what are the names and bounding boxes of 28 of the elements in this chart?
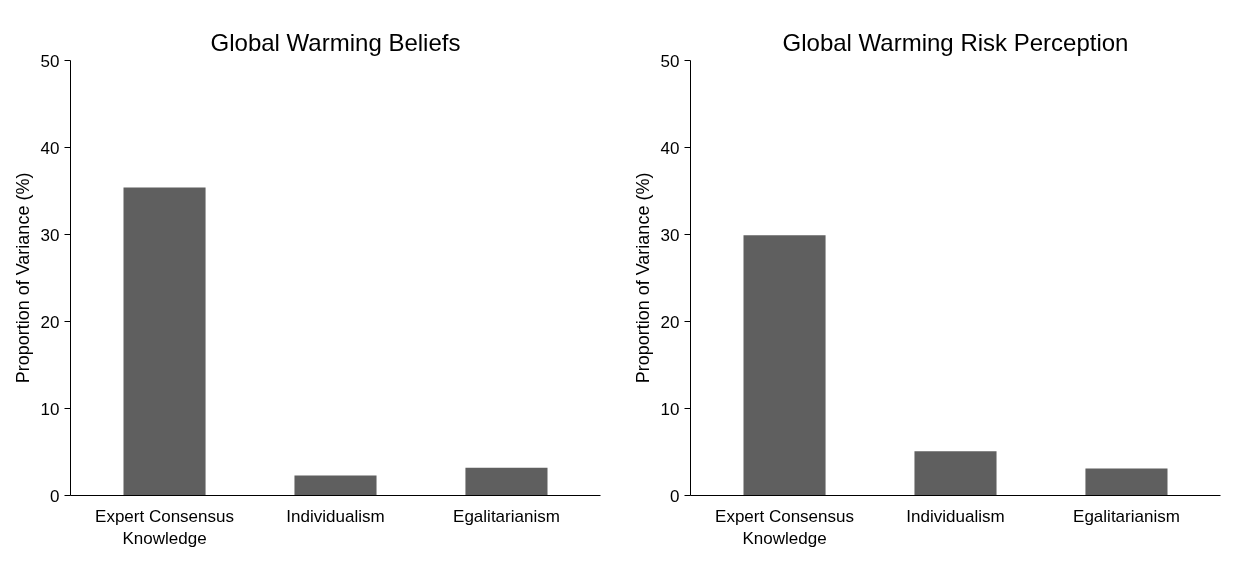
x-tick-label: Expert Consensus Knowledge xyxy=(95,506,234,549)
bar xyxy=(914,451,997,496)
y-tick-label: 0 xyxy=(670,486,680,506)
y-tick-label: 40 xyxy=(660,138,680,158)
x-tick-label: Expert Consensus Knowledge xyxy=(715,506,854,549)
x-tick-label: Egalitarianism xyxy=(453,506,560,526)
y-tick-label: 50 xyxy=(660,51,680,71)
y-tick-label: 20 xyxy=(40,312,60,332)
bar xyxy=(294,475,377,496)
y-tick-label: 10 xyxy=(660,399,680,419)
x-tick-label: Individualism xyxy=(286,506,385,526)
chart-title: Global Warming Risk Perception xyxy=(782,28,1129,56)
y-tick-label: 30 xyxy=(40,225,60,245)
x-tick-label: Egalitarianism xyxy=(1073,506,1180,526)
y-tick-label: 20 xyxy=(660,312,680,332)
x-tick-label: Individualism xyxy=(906,506,1005,526)
y-tick-label: 0 xyxy=(50,486,60,506)
y-tick-label: 30 xyxy=(660,225,680,245)
y-tick-label: 40 xyxy=(40,138,60,158)
y-axis-title: Proportion of Variance (%) xyxy=(12,172,33,384)
bar xyxy=(1085,468,1168,496)
bar xyxy=(465,467,548,496)
chart-title: Global Warming Beliefs xyxy=(210,28,461,56)
bar xyxy=(123,187,206,496)
bar xyxy=(743,235,826,496)
y-tick-label: 10 xyxy=(40,399,60,419)
y-tick-label: 50 xyxy=(40,51,60,71)
y-axis-title: Proportion of Variance (%) xyxy=(632,172,653,384)
